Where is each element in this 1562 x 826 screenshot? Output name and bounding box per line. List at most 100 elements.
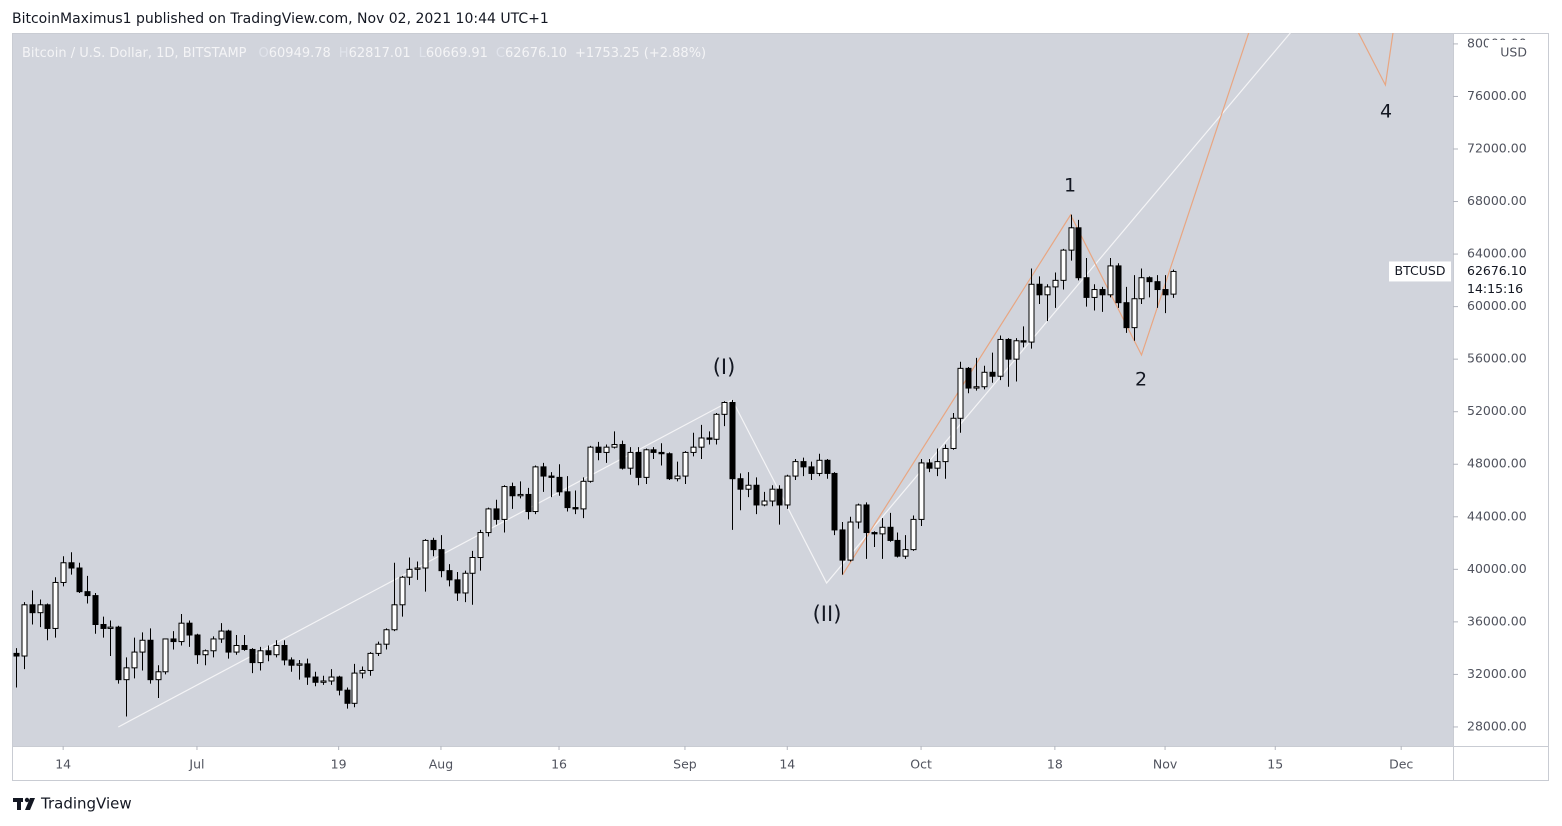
legend: Bitcoin / U.S. Dollar, 1D, BITSTAMP O6094… [22,46,706,61]
candle-body [753,484,760,506]
x-tick-label: Nov [1153,757,1178,772]
brand: TradingView [40,795,132,813]
candle-body [729,402,736,480]
y-tick-label: 36000.00 [1467,613,1527,628]
candle-body [1028,283,1035,343]
symbol-tag [1389,261,1451,282]
legend-letter: H [339,46,349,61]
candle-body [910,518,917,551]
candle-body [690,446,697,453]
candle-body [1044,286,1051,296]
candle-body [44,604,51,629]
candle-body [359,669,366,674]
candle-body [847,521,854,561]
candle-body [1123,302,1130,329]
candle-body [123,667,130,681]
candle-body [761,500,768,506]
y-tick-label: 76000.00 [1467,88,1527,103]
candle-body [564,491,571,509]
candle-body [776,488,783,506]
candle-body [241,645,248,650]
candle-body [721,402,728,415]
candle-body [1020,340,1027,343]
candle-body [281,645,288,661]
y-tick-label: 56000.00 [1467,351,1527,366]
candle-body [336,676,343,691]
candle-body [643,449,650,478]
candle-body [320,680,327,683]
candle-body [973,386,980,389]
wave-label: 1 [1064,175,1076,197]
x-tick-label: Sep [673,757,697,772]
legend-change: +1753.25 (+2.88%) [575,46,706,61]
candle-body [957,367,964,419]
candle-body [107,626,114,629]
candle-body [194,634,201,656]
x-tick-label: 14 [779,757,795,772]
candle-body [375,643,382,654]
candle-body [745,484,752,490]
candle-body [769,488,776,502]
candle-body [517,493,524,497]
candle-body [155,671,162,681]
logo [13,797,35,810]
candle-body [1170,270,1177,295]
candle-body [650,449,657,453]
candle-body [391,604,398,631]
candle-body [1099,289,1106,296]
candle-body [540,466,547,477]
candle-body [257,650,264,664]
legend-letter: O [259,46,269,61]
x-tick-label: Jul [188,757,204,772]
plot [13,33,1394,728]
candle-body [879,526,886,535]
candle-body [131,651,138,669]
x-tick-label: 14 [55,757,71,772]
candle-body [454,579,461,594]
candle-body [170,638,177,643]
x-tick-label: Aug [429,757,453,772]
candle-body [202,650,209,656]
legend-value: 60949.78 [269,46,331,61]
candle-body [1162,289,1169,296]
y-tick-label: 28000.00 [1467,718,1527,733]
candle-body [871,532,878,535]
x-tick-label: 15 [1267,757,1283,772]
candle-body [225,630,232,653]
candle-body [926,462,933,469]
candle-body [37,604,44,614]
legend-letter: C [496,46,505,61]
y-tick-label: 40000.00 [1467,561,1527,576]
candle-body [84,591,91,597]
x-tick-label: 19 [331,757,347,772]
candle-body [115,626,122,681]
publisher: BitcoinMaximus1 published on TradingView… [12,11,549,27]
candle-body [139,639,146,653]
symbol-label: BTCUSD [1395,263,1446,278]
candle-body [572,507,579,510]
wave-label: 4 [1380,101,1392,123]
wave-label: 2 [1135,369,1147,391]
plot-area [13,34,1453,746]
candle-body [1146,277,1153,283]
candle-body [328,676,335,682]
legend-value: 60669.91 [426,46,488,61]
candle-body [997,338,1004,377]
candle-body [713,413,720,440]
candle-body [894,539,901,557]
candle-body [863,504,870,534]
candle-body [265,650,272,656]
candle-body [902,549,909,557]
candle-body [13,652,20,657]
x-tick-label: 18 [1047,757,1063,772]
candle-body [469,557,476,574]
candle-body [603,446,610,453]
candle-body [887,526,894,541]
candle-body [532,466,539,513]
candle-body [1068,227,1075,251]
candle-body [162,638,169,673]
candle-body [580,480,587,510]
y-tick-label: 64000.00 [1467,246,1527,261]
